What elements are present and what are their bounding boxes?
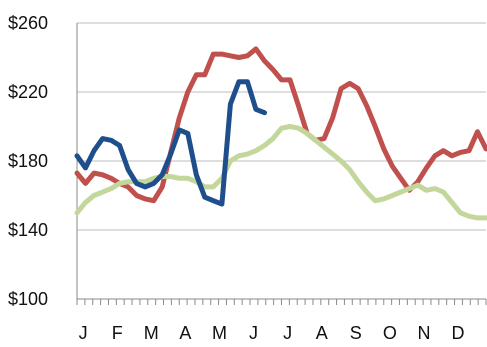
axes xyxy=(76,23,487,305)
y-tick-label: $180 xyxy=(8,151,48,171)
series-line-3 xyxy=(74,79,267,207)
x-tick-label: M xyxy=(212,323,227,343)
y-tick-label: $220 xyxy=(8,82,48,102)
y-tick-label: $100 xyxy=(8,289,48,309)
x-tick-label: A xyxy=(316,323,328,343)
x-tick-label: O xyxy=(383,323,397,343)
x-tick-label: N xyxy=(417,323,430,343)
x-tick-label: F xyxy=(112,323,123,343)
data-series xyxy=(74,46,487,221)
grid-lines xyxy=(77,22,486,231)
x-tick-label: J xyxy=(79,323,88,343)
series-line-1 xyxy=(74,46,487,204)
y-tick-label: $140 xyxy=(8,220,48,240)
x-tick-label: D xyxy=(452,323,465,343)
x-tick-label: J xyxy=(249,323,258,343)
series-line-2 xyxy=(74,124,487,221)
x-tick-label: S xyxy=(350,323,362,343)
x-tick-label: M xyxy=(144,323,159,343)
x-tick-label: A xyxy=(179,323,191,343)
y-tick-label: $260 xyxy=(8,13,48,33)
x-tick-label: J xyxy=(283,323,292,343)
